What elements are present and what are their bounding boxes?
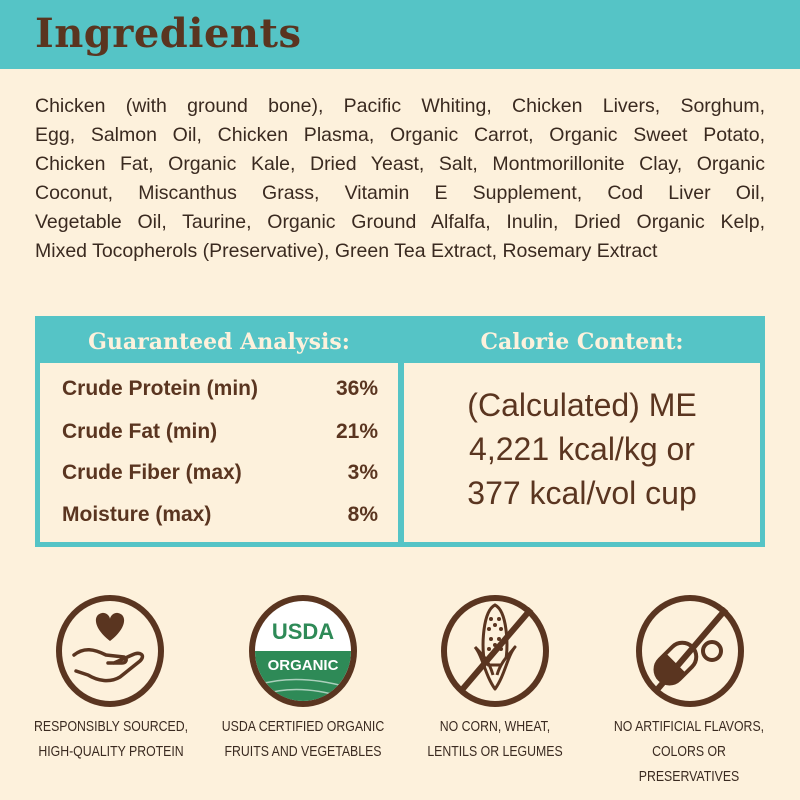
- badge-label-line: FRUITS AND VEGETABLES: [224, 743, 382, 760]
- ingredients-line: Chicken (with ground bone), Pacific Whit…: [35, 95, 765, 117]
- badge-label-line: LENTILS OR LEGUMES: [427, 743, 563, 760]
- ingredients-line: Mixed Tocopherols (Preservative), Green …: [35, 240, 658, 262]
- analysis-label: Moisture (max): [62, 503, 212, 526]
- analysis-cell: Crude Protein (min) 36% Crude Fat (min) 21…: [40, 363, 398, 542]
- ingredients-line: Chicken Fat, Organic Kale, Dried Yeast, …: [35, 153, 765, 175]
- seal-bottom-text: ORGANIC: [268, 657, 339, 674]
- ingredients-line: Egg, Salmon Oil, Chicken Plasma, Organic…: [35, 124, 765, 146]
- analysis-value: 8%: [347, 503, 378, 526]
- calorie-line: 377 kcal/vol cup: [467, 475, 697, 511]
- badge-label-line: HIGH-QUALITY PROTEIN: [38, 743, 184, 760]
- ingredients-header: Ingredients: [0, 0, 800, 69]
- badge-label-line: RESPONSIBLY SOURCED,: [33, 718, 189, 735]
- analysis-row: Moisture (max) 8%: [62, 503, 378, 527]
- analysis-label: Crude Fat (min): [62, 420, 218, 443]
- ingredients-list: Chicken (with ground bone), Pacific Whit…: [35, 92, 765, 266]
- analysis-row: Crude Fat (min) 21%: [62, 420, 378, 444]
- analysis-label: Crude Fiber (max): [62, 461, 242, 484]
- analysis-heading: Guaranteed Analysis:: [88, 329, 350, 355]
- badge-label-line: NO ARTIFICIAL FLAVORS,: [613, 718, 765, 735]
- calorie-heading: Calorie Content:: [480, 329, 684, 355]
- badge-label: NO CORN, WHEAT, LENTILS OR LEGUMES: [413, 714, 577, 764]
- calorie-cell: (Calculated) ME 4,221 kcal/kg or 377 kca…: [404, 363, 760, 542]
- badge-label-line: COLORS OR PRESERVATIVES: [638, 743, 740, 785]
- ingredients-line: Coconut, Miscanthus Grass, Vitamin E Sup…: [35, 182, 765, 204]
- analysis-label: Crude Protein (min): [62, 377, 259, 400]
- page-title: Ingredients: [35, 10, 302, 57]
- heart-hand-icon: [56, 595, 164, 707]
- analysis-value: 3%: [347, 461, 378, 484]
- badge-label: NO ARTIFICIAL FLAVORS, COLORS OR PRESERVA…: [607, 714, 771, 789]
- analysis-row: Crude Fiber (max) 3%: [62, 461, 378, 485]
- nutrition-table: Guaranteed Analysis: Calorie Content: Cr…: [35, 316, 765, 547]
- analysis-value: 21%: [335, 420, 378, 443]
- badge-label-line: USDA CERTIFIED ORGANIC: [221, 718, 385, 735]
- usda-organic-seal: USDA ORGANIC: [249, 595, 357, 707]
- analysis-row: Crude Protein (min) 36%: [62, 377, 378, 401]
- ingredients-line: Vegetable Oil, Taurine, Organic Ground A…: [35, 211, 765, 233]
- analysis-value: 36%: [335, 377, 378, 400]
- calorie-line: (Calculated) ME: [467, 387, 697, 423]
- badge-label: USDA CERTIFIED ORGANIC FRUITS AND VEGETAB…: [221, 714, 385, 764]
- no-corn-icon: [441, 595, 549, 707]
- calorie-line: 4,221 kcal/kg or: [469, 431, 695, 467]
- no-pills-icon: [636, 595, 744, 707]
- badge-label: RESPONSIBLY SOURCED, HIGH-QUALITY PROTEIN: [29, 714, 193, 764]
- badge-label-line: NO CORN, WHEAT,: [439, 718, 551, 735]
- seal-top-text: USDA: [272, 619, 334, 644]
